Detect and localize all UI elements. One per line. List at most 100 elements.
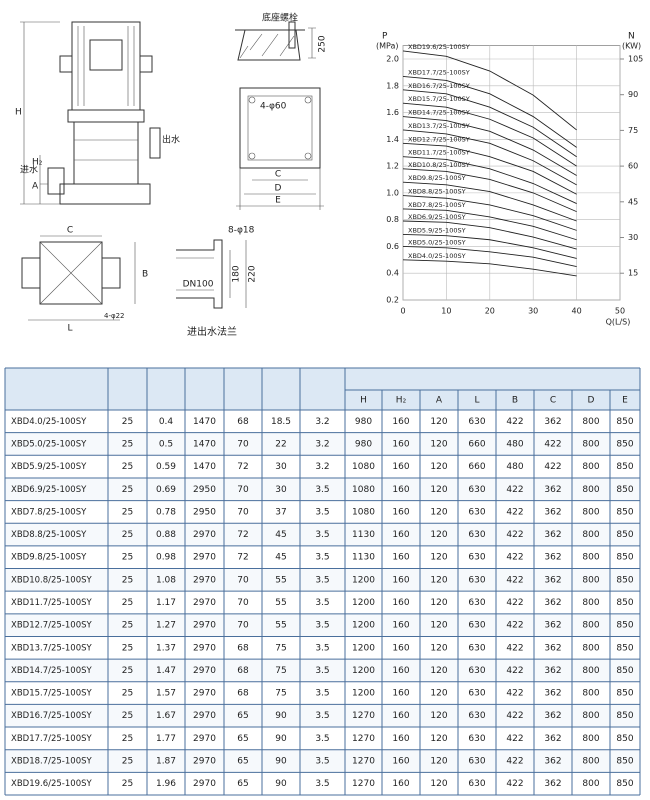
dim-label: 4-φ60 — [260, 102, 287, 112]
table-cell: 1.27 — [156, 621, 176, 631]
dim-label: A — [32, 182, 39, 192]
table-cell: 422 — [506, 666, 523, 676]
table-cell: 120 — [430, 711, 447, 721]
table-cell: 362 — [544, 757, 561, 767]
table-cell: 362 — [544, 779, 561, 789]
table-row-bg — [5, 523, 640, 546]
table-cell: 422 — [506, 711, 523, 721]
y-tick-label: 0.2 — [386, 296, 399, 305]
curve-label: XBD11.7/25-100SY — [408, 149, 470, 157]
axis-label: Q(L/S) — [606, 318, 631, 327]
axis-label: P — [382, 32, 388, 42]
table-cell: 850 — [616, 462, 633, 472]
table-cell: 800 — [582, 757, 599, 767]
dim-label: DN100 — [183, 280, 214, 290]
model-name-cell: XBD19.6/25-100SY — [11, 779, 92, 789]
model-name-cell: XBD16.7/25-100SY — [11, 711, 92, 721]
x-tick-label: 40 — [572, 307, 582, 316]
curve-label: XBD5.9/25-100SY — [408, 226, 466, 234]
table-cell: 630 — [468, 553, 485, 563]
table-row-bg — [5, 636, 640, 660]
table-cell: 1.67 — [156, 711, 176, 721]
performance-curve — [402, 208, 577, 241]
table-cell: 120 — [430, 779, 447, 789]
table-cell: 1080 — [352, 462, 375, 472]
table-cell: 160 — [392, 643, 409, 653]
table-cell: 70 — [237, 598, 249, 608]
axis-label: N — [628, 32, 635, 42]
table-cell: 3.2 — [315, 439, 329, 449]
table-cell: 800 — [582, 689, 599, 699]
curve-label: XBD17.7/25-100SY — [408, 68, 470, 76]
table-cell: 25 — [122, 417, 133, 427]
table-cell: 2970 — [193, 530, 216, 540]
table-cell: 1.47 — [156, 666, 176, 676]
table-cell: 22 — [275, 439, 286, 449]
performance-curve — [402, 116, 577, 176]
performance-curve — [402, 156, 577, 205]
plot-area — [402, 45, 621, 301]
table-cell: 0.4 — [159, 417, 174, 427]
x-tick-label: 30 — [528, 307, 538, 316]
table-cell: 1.96 — [156, 779, 176, 789]
dim-label: 8-φ18 — [228, 226, 255, 236]
model-name-cell: XBD7.8/25-100SY — [11, 507, 87, 517]
table-cell: 25 — [122, 575, 133, 585]
curve-label: XBD13.7/25-100SY — [408, 122, 470, 130]
dim-label: 出水 — [162, 134, 180, 146]
table-row-bg — [5, 500, 640, 524]
table-cell: 55 — [275, 621, 286, 631]
curve-label: XBD9.8/25-100SY — [408, 174, 466, 182]
table-cell: 0.5 — [159, 439, 173, 449]
table-cell: 25 — [122, 439, 133, 449]
table-cell: 422 — [506, 757, 523, 767]
table-cell: 800 — [582, 779, 599, 789]
table-cell: 75 — [275, 689, 286, 699]
table-cell: 25 — [122, 507, 133, 517]
table-cell: 160 — [392, 507, 409, 517]
table-cell: 70 — [237, 507, 249, 517]
table-cell: 422 — [506, 621, 523, 631]
table-cell: 850 — [616, 666, 633, 676]
table-cell: 630 — [468, 666, 485, 676]
y-tick-label: 1.6 — [386, 108, 399, 117]
table-cell: 3.5 — [315, 689, 329, 699]
table-cell: 25 — [122, 779, 133, 789]
table-cell: 160 — [392, 734, 409, 744]
table-cell: 422 — [506, 530, 523, 540]
table-cell: 90 — [275, 734, 287, 744]
table-cell: 800 — [582, 575, 599, 585]
table-cell: 1270 — [352, 779, 375, 789]
model-name-cell: XBD4.0/25-100SY — [11, 417, 87, 427]
table-cell: 1200 — [352, 575, 375, 585]
table-cell: 2950 — [193, 485, 216, 495]
pump-elevation — [20, 21, 161, 205]
y-tick-label: 1.2 — [386, 162, 399, 171]
dim-label: 180 — [232, 265, 242, 282]
table-cell: 25 — [122, 666, 133, 676]
table-cell: 630 — [468, 779, 485, 789]
table-cell: 1200 — [352, 689, 375, 699]
table-row-bg — [5, 455, 640, 478]
table-cell: 630 — [468, 757, 485, 767]
table-cell: 70 — [237, 485, 249, 495]
table-cell: 422 — [544, 462, 561, 472]
table-row-bg — [5, 659, 640, 682]
model-name-cell: XBD8.8/25-100SY — [11, 530, 87, 540]
table-cell: 850 — [616, 507, 633, 517]
table-cell: 1270 — [352, 711, 375, 721]
table-cell: 25 — [122, 462, 133, 472]
dim-label: 底座螺栓 — [262, 12, 298, 24]
table-cell: 72 — [237, 530, 248, 540]
table-cell: 0.59 — [156, 462, 176, 472]
table-cell: 30 — [275, 462, 287, 472]
dim-label: E — [275, 196, 281, 206]
table-cell: 480 — [506, 462, 523, 472]
curve-label: XBD19.6/25-100SY — [408, 43, 470, 51]
y-tick-label: 1.8 — [386, 81, 399, 90]
table-cell: 850 — [616, 417, 633, 427]
table-cell: 72 — [237, 553, 248, 563]
model-name-cell: XBD11.7/25-100SY — [11, 598, 92, 608]
table-cell: 630 — [468, 621, 485, 631]
